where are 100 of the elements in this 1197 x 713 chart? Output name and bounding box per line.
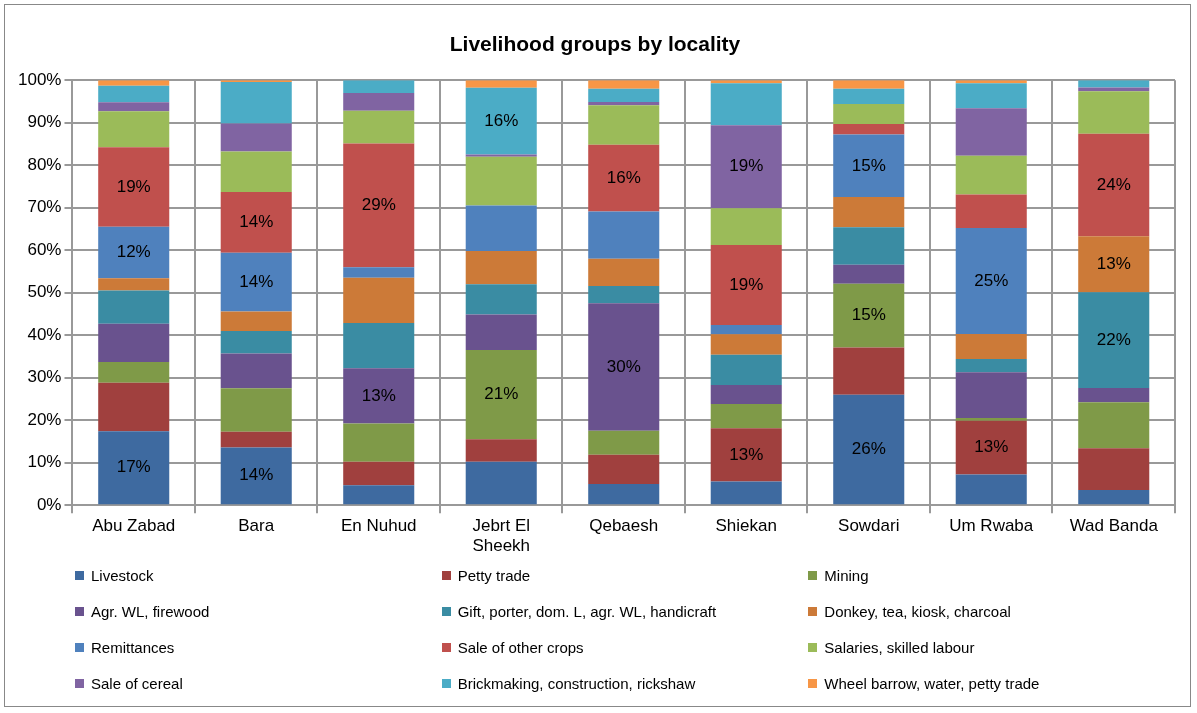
bar xyxy=(220,81,292,124)
bar xyxy=(465,156,537,206)
bar xyxy=(1078,387,1150,403)
bar xyxy=(465,87,537,155)
bar xyxy=(220,151,292,192)
bar xyxy=(343,368,415,424)
bar xyxy=(98,361,170,383)
y-tick-label: 50% xyxy=(27,282,62,302)
x-tick-label: Bara xyxy=(238,516,275,536)
data-label: 16% xyxy=(606,167,641,187)
data-label: 14% xyxy=(239,465,274,485)
bar xyxy=(220,123,292,152)
data-label: 15% xyxy=(851,305,886,325)
x-tick-label: Shiekan xyxy=(715,516,777,536)
bar xyxy=(98,80,170,86)
legend-label: Mining xyxy=(824,567,869,584)
bar xyxy=(955,108,1027,156)
x-tick-label: Abu Zabad xyxy=(92,516,176,536)
bar xyxy=(588,80,660,89)
bar xyxy=(220,353,292,389)
data-label: 22% xyxy=(1096,329,1131,349)
y-tick-label: 100% xyxy=(18,69,62,89)
bar xyxy=(955,228,1027,334)
bar xyxy=(1078,292,1150,388)
bar xyxy=(588,483,660,505)
bar xyxy=(343,322,415,369)
bar xyxy=(710,428,782,482)
data-label: 13% xyxy=(361,385,396,405)
y-tick-label: 0% xyxy=(36,494,62,514)
bar xyxy=(343,92,415,111)
bar xyxy=(343,110,415,144)
bar xyxy=(833,80,905,89)
data-label: 13% xyxy=(1096,253,1131,273)
data-label: 19% xyxy=(729,156,764,176)
bar xyxy=(465,251,537,285)
bar xyxy=(98,323,170,362)
bar xyxy=(710,125,782,209)
data-label: 17% xyxy=(116,457,151,477)
bar xyxy=(588,211,660,259)
bar xyxy=(220,330,292,354)
data-label: 19% xyxy=(116,176,151,196)
legend-label: Sale of other crops xyxy=(457,639,584,656)
bar xyxy=(343,461,415,486)
bar xyxy=(1078,489,1150,505)
data-label: 26% xyxy=(851,439,886,459)
legend-label: Sale of cereal xyxy=(91,675,183,692)
bar xyxy=(1078,236,1150,293)
bar xyxy=(833,104,905,124)
legend-label: Brickmaking, construction, rickshaw xyxy=(457,675,696,692)
bar xyxy=(710,325,782,335)
bar xyxy=(833,264,905,284)
bar xyxy=(710,481,782,505)
data-label: 24% xyxy=(1096,174,1131,194)
bar xyxy=(588,454,660,484)
bar xyxy=(465,80,537,88)
y-tick-label: 40% xyxy=(27,324,62,344)
bar xyxy=(98,226,170,279)
bar xyxy=(955,372,1027,419)
data-label: 14% xyxy=(239,212,274,232)
y-tick-label: 10% xyxy=(27,452,62,472)
bar xyxy=(833,347,905,395)
bar xyxy=(98,382,170,432)
bar xyxy=(1078,402,1150,449)
bar xyxy=(833,123,905,135)
y-tick-label: 60% xyxy=(27,239,62,259)
bar xyxy=(955,83,1027,109)
bar xyxy=(465,314,537,351)
bar xyxy=(465,439,537,462)
bar xyxy=(220,191,292,253)
bar xyxy=(343,80,415,93)
y-tick-label: 80% xyxy=(27,154,62,174)
bar xyxy=(98,85,170,103)
bar xyxy=(833,227,905,265)
bar xyxy=(343,143,415,268)
bar xyxy=(1078,133,1150,237)
bar xyxy=(833,394,905,505)
bar xyxy=(955,359,1027,373)
bar xyxy=(710,83,782,126)
bar xyxy=(343,277,415,323)
x-tick-label: En Nuhud xyxy=(340,516,417,536)
bar xyxy=(220,431,292,448)
y-tick-label: 30% xyxy=(27,367,62,387)
bar xyxy=(955,474,1027,505)
bar xyxy=(588,88,660,102)
bar xyxy=(343,267,415,278)
legend-label: Livestock xyxy=(91,567,154,584)
legend-label: Remittances xyxy=(91,639,175,656)
bar xyxy=(588,258,660,286)
bar xyxy=(588,144,660,212)
bar xyxy=(98,431,170,505)
legend-label: Gift, porter, dom. L, agr. WL, handicraft xyxy=(457,603,717,620)
bar xyxy=(98,278,170,291)
bar xyxy=(588,285,660,304)
bar xyxy=(955,418,1027,421)
data-label: 16% xyxy=(484,110,519,130)
bar xyxy=(710,245,782,325)
data-label: 30% xyxy=(606,356,641,376)
legend-label: Salaries, skilled labour xyxy=(824,639,975,656)
bar xyxy=(833,88,905,104)
data-label: 19% xyxy=(729,274,764,294)
